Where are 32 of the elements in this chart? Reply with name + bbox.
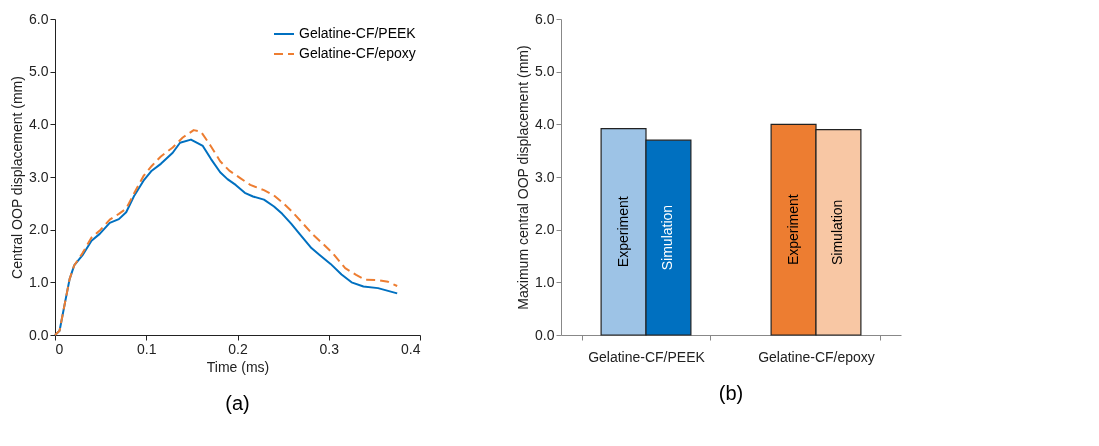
y-axis-title: Maximum central OOP displacement (mm) <box>515 45 532 310</box>
y-tick-label: 0.0 <box>29 326 49 343</box>
x-axis-title: Time (ms) <box>206 358 270 375</box>
y-tick-label: 2.0 <box>29 221 49 238</box>
y-tick-label: 0.0 <box>535 326 555 343</box>
x-tick-label: 0 <box>55 340 64 357</box>
y-tick-label: 3.0 <box>29 168 49 185</box>
x-tick-label: 0.3 <box>319 340 340 357</box>
y-tick-label: 1.0 <box>535 273 555 290</box>
y-tick-label: 5.0 <box>29 63 49 80</box>
y-tick-label: 6.0 <box>535 10 555 27</box>
y-tick-label: 1.0 <box>29 273 49 290</box>
text: (a) <box>225 392 250 414</box>
x-tick-label: 0.2 <box>228 340 248 357</box>
text: Experiment <box>784 194 801 266</box>
x-tick-label: Gelatine-CF/PEEK <box>588 348 706 365</box>
y-tick-label: 3.0 <box>535 168 555 185</box>
series-label: Simulation <box>659 204 676 271</box>
legend-label: Gelatine-CF/epoxy <box>299 45 416 61</box>
y-tick-label: 2.0 <box>535 221 555 238</box>
y-axis-title: Central OOP displacement (mm) <box>9 76 26 279</box>
y-tick-label: 5.0 <box>535 63 555 80</box>
series-label: Experiment <box>614 196 631 268</box>
text: (b) <box>718 382 744 404</box>
x-tick-label: 0.1 <box>137 340 157 357</box>
legend-label: Gelatine-CF/PEEK <box>299 25 417 41</box>
y-tick-label: 6.0 <box>29 10 49 27</box>
y-tick-label: 4.0 <box>29 115 49 132</box>
x-tick-label: 0.4 <box>401 340 421 357</box>
y-tick-label: 4.0 <box>535 115 555 132</box>
text: Simulation <box>829 199 846 265</box>
x-tick-label: Gelatine-CF/epoxy <box>758 348 875 365</box>
